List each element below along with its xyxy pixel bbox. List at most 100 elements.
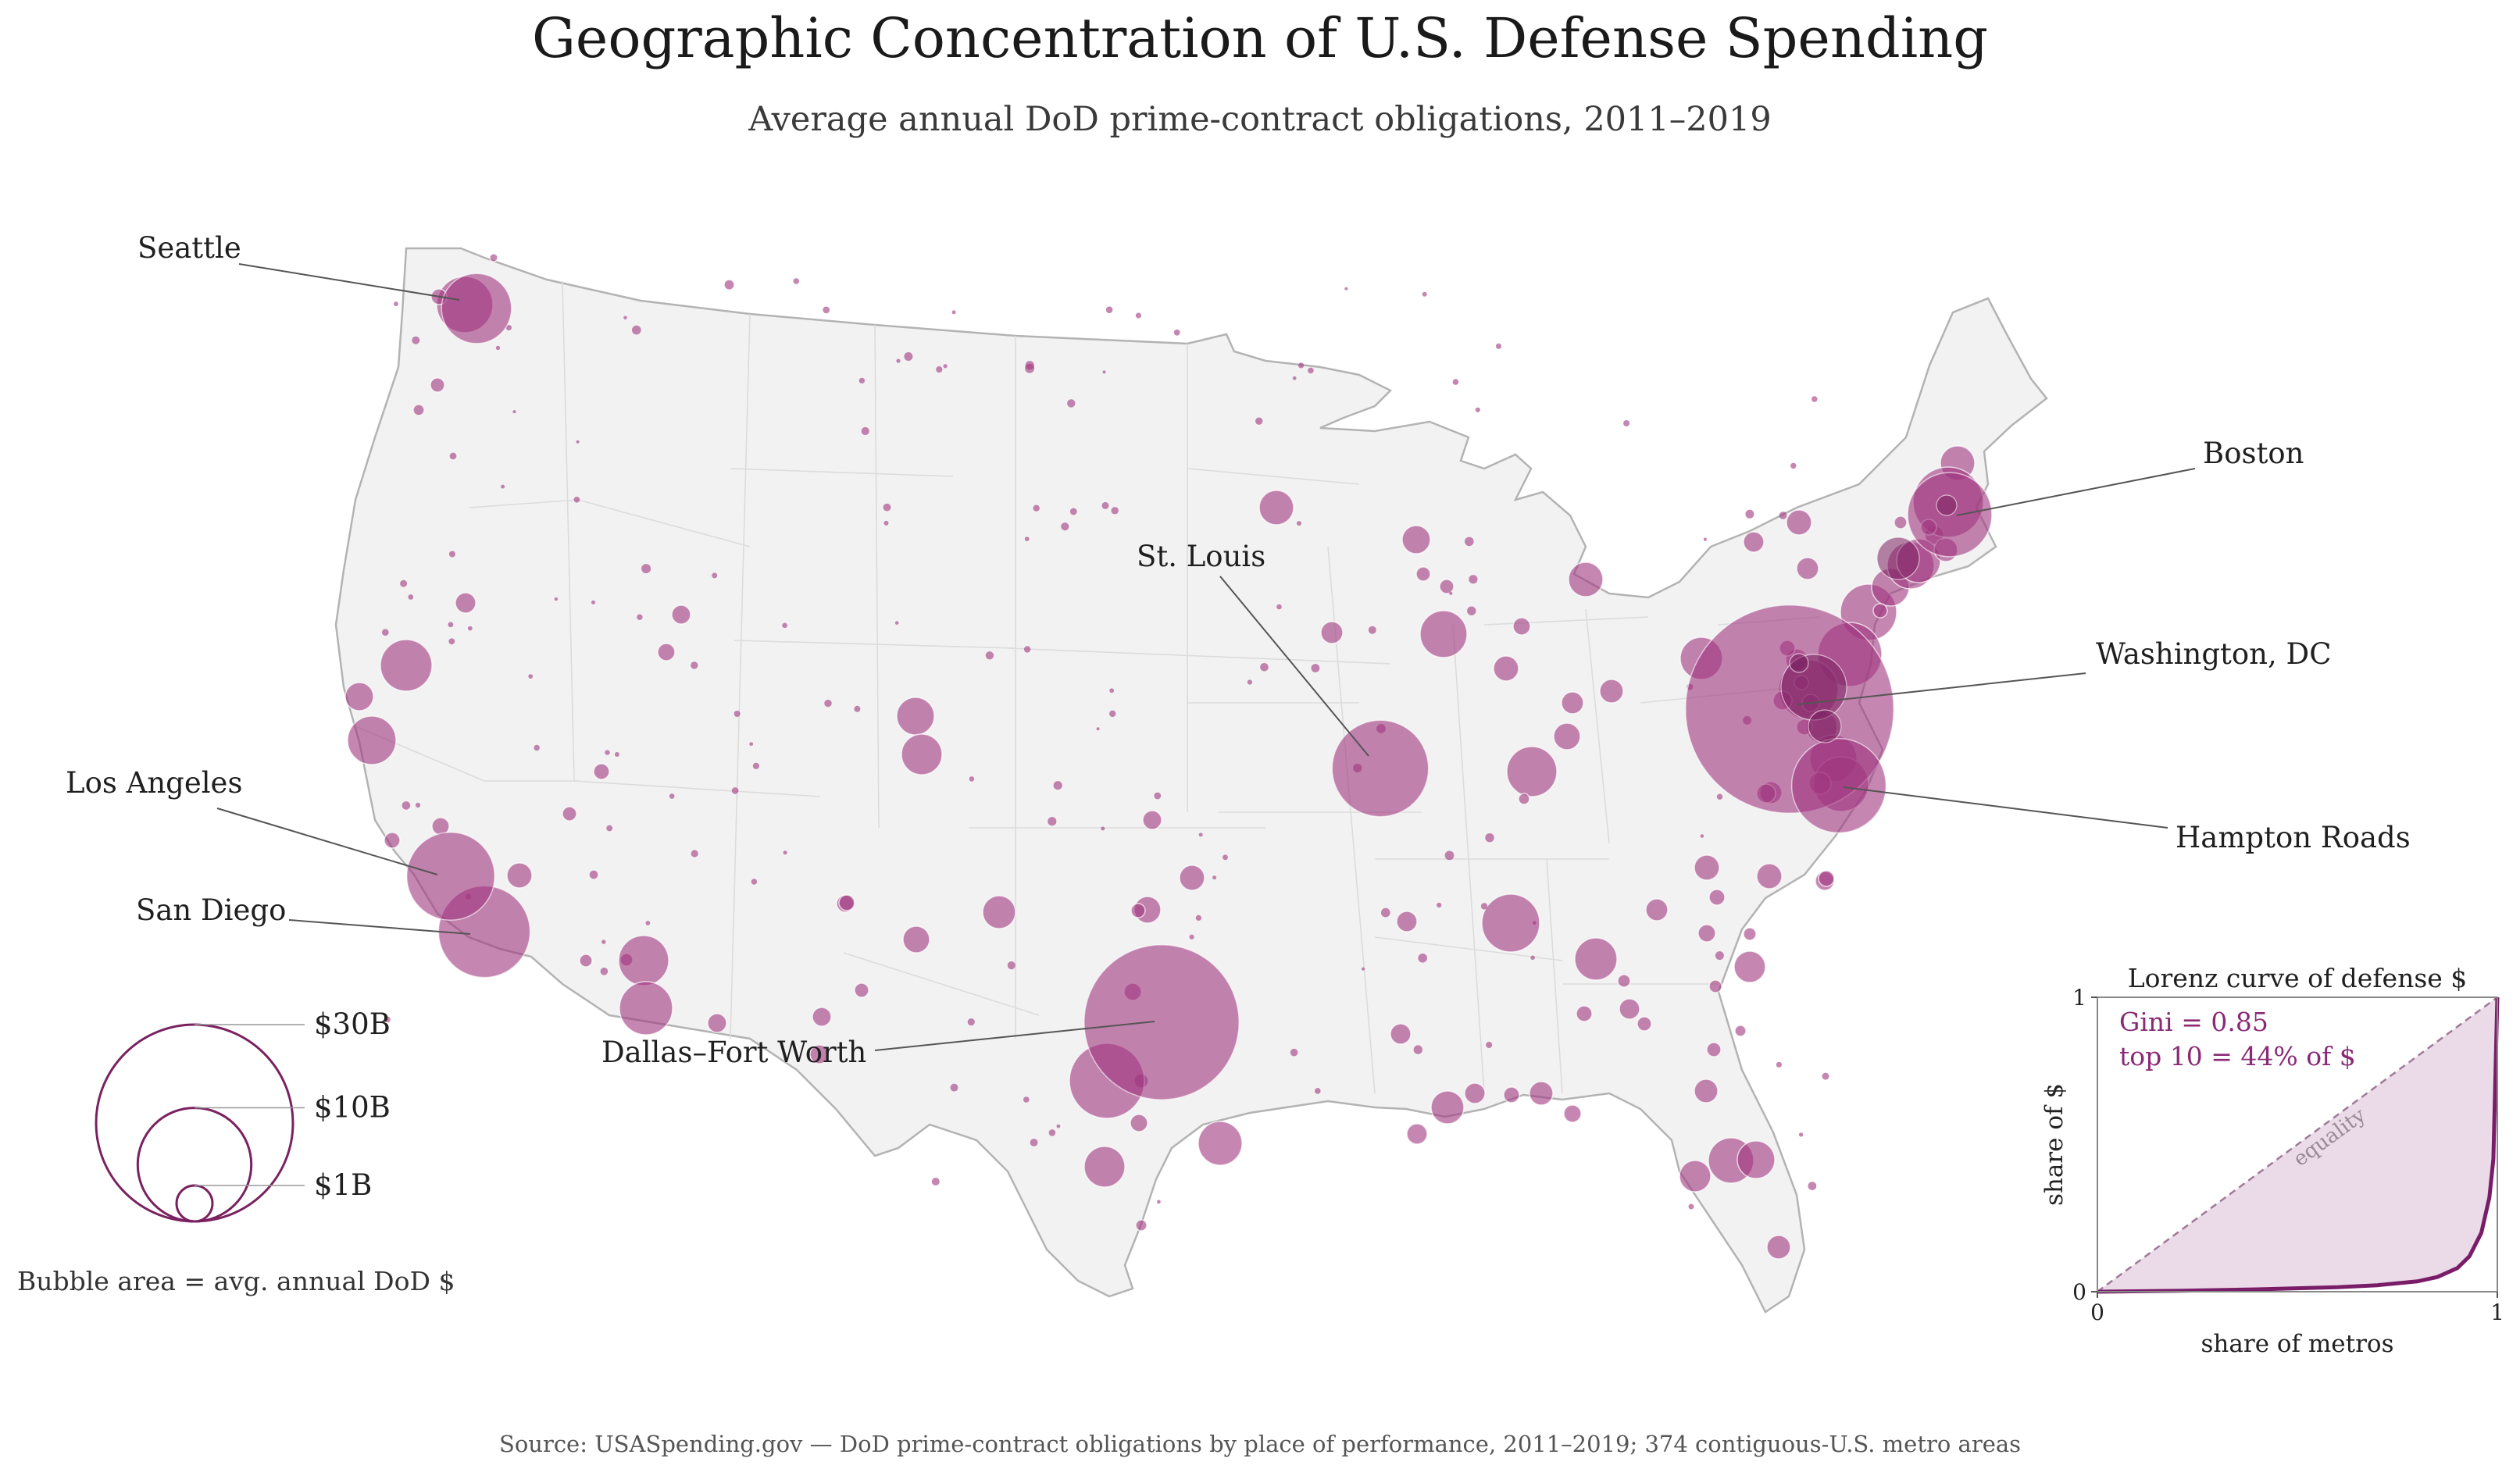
metro-bubble-small (1157, 1200, 1161, 1204)
metro-bubble-small (1745, 509, 1754, 519)
metro-bubble-small (1703, 537, 1707, 541)
metro-bubble-small (415, 802, 421, 808)
metro-bubble-small (412, 336, 420, 344)
state-boundary (730, 468, 954, 477)
metro-bubble-small (1452, 379, 1459, 385)
metro-bubble-small (751, 879, 758, 885)
metro-bubble-small (382, 629, 389, 636)
y-tick-label: 1 (2072, 985, 2086, 1011)
metro-bubble-small (1198, 832, 1203, 837)
metro-bubble-small (1311, 664, 1320, 672)
metro-bubble (618, 935, 669, 986)
metro-bubble (1415, 566, 1431, 582)
metro-bubble-small (1056, 1124, 1061, 1128)
metro-bubble-small (904, 352, 913, 361)
metro-bubble-small (1475, 407, 1480, 412)
inset-xlabel: share of metros (2201, 1330, 2394, 1358)
metro-bubble (384, 832, 401, 849)
metro-bubble-small (1715, 951, 1724, 961)
metro-bubble (455, 592, 477, 614)
metro-bubble-small (528, 674, 534, 679)
metro-bubble-small (554, 597, 559, 601)
metro-bubble-small (823, 306, 830, 314)
metro-bubble-small (1315, 1088, 1321, 1094)
metro-bubble-small (1195, 914, 1201, 921)
metro-bubble (854, 982, 869, 998)
lorenz-curve (2097, 996, 2500, 1294)
metro-bubble-small (712, 572, 718, 579)
state-boundary (1546, 858, 1563, 1094)
metro-bubble (1818, 870, 1835, 887)
metro-bubble-small (1276, 604, 1282, 610)
metro-bubble (1568, 562, 1604, 597)
metro-bubble (982, 895, 1016, 929)
inset-frame (2097, 996, 2498, 1292)
metro-bubble-small (1533, 921, 1537, 925)
metro-bubble-small (931, 1178, 940, 1185)
metro-bubble-st-louis (1331, 719, 1430, 818)
metro-bubble-small (793, 278, 800, 284)
metro-bubble-small (606, 825, 613, 832)
metro-bubble-small (384, 1016, 391, 1023)
metro-bubble-small (573, 497, 580, 503)
metro-label: Seattle (137, 231, 241, 265)
state-borders (355, 280, 1821, 1094)
metro-bubble-small (1413, 1045, 1423, 1054)
metro-bubble-small (1069, 508, 1077, 515)
metro-bubble (1894, 515, 1908, 529)
metro-bubble-small (448, 638, 455, 645)
inset-ylabel: share of $ (2040, 1083, 2068, 1206)
metro-bubble (1708, 979, 1722, 993)
metro-bubble-small (1290, 1048, 1298, 1057)
metro-bubble-small (883, 503, 891, 512)
metro-label: Washington, DC (2096, 637, 2332, 671)
metro-bubble (1936, 494, 1958, 516)
metro-bubble-small (951, 310, 956, 315)
metro-bubble-small (783, 850, 787, 855)
metro-bubble-small (1437, 902, 1442, 908)
metro-bubble (1796, 557, 1819, 580)
metro-bubble (1419, 610, 1468, 658)
metro-bubble-small (448, 622, 454, 628)
metro-bubble (430, 377, 445, 393)
metro-bubble-small (576, 440, 580, 444)
metro-bubble-small (402, 801, 411, 810)
metro-bubble-small (641, 564, 651, 574)
metro-bubble (1258, 490, 1294, 526)
metro-bubble-small (752, 762, 760, 769)
legend-circle (175, 1184, 214, 1223)
metro-bubble (1786, 509, 1812, 536)
metro-bubble-small (858, 377, 866, 384)
state-boundary (1452, 624, 1485, 1094)
metro-bubble-seattle (441, 273, 512, 344)
leader-line (874, 1021, 1155, 1051)
metro-bubble (1464, 1082, 1486, 1104)
metro-bubble-small (1061, 522, 1069, 531)
metro-bubble (1512, 617, 1531, 636)
metro-bubble-small (969, 776, 975, 782)
metro-bubble (1743, 927, 1757, 941)
leader-line (288, 919, 471, 935)
metro-bubble (619, 981, 673, 1036)
us-landmass (334, 247, 2048, 1314)
metro-bubble-small (632, 325, 641, 335)
metro-bubble-small (1469, 575, 1478, 584)
metro-bubble (579, 954, 593, 968)
leader-line (216, 808, 438, 875)
metro-bubble-small (1530, 955, 1535, 961)
metro-bubble-dallas-fort-worth (1083, 944, 1240, 1100)
metro-bubble-small (512, 410, 516, 414)
metro-label: Los Angeles (66, 766, 242, 800)
source-note: Source: USASpending.gov — DoD prime-cont… (498, 1431, 2022, 1457)
metro-bubble-small (448, 551, 455, 558)
metro-bubble (593, 763, 610, 780)
metro-bubble-small (985, 651, 994, 660)
state-boundary (874, 324, 880, 829)
metro-bubble (707, 1013, 727, 1033)
metro-bubble (380, 639, 433, 692)
metro-bubble (1396, 911, 1418, 932)
metro-bubble-small (1053, 781, 1062, 790)
equality-line (2097, 996, 2498, 1293)
metro-bubble-small (400, 579, 408, 587)
metro-bubble-small (1368, 626, 1376, 634)
